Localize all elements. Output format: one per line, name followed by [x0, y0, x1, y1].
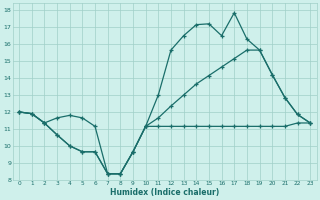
X-axis label: Humidex (Indice chaleur): Humidex (Indice chaleur) [110, 188, 219, 197]
